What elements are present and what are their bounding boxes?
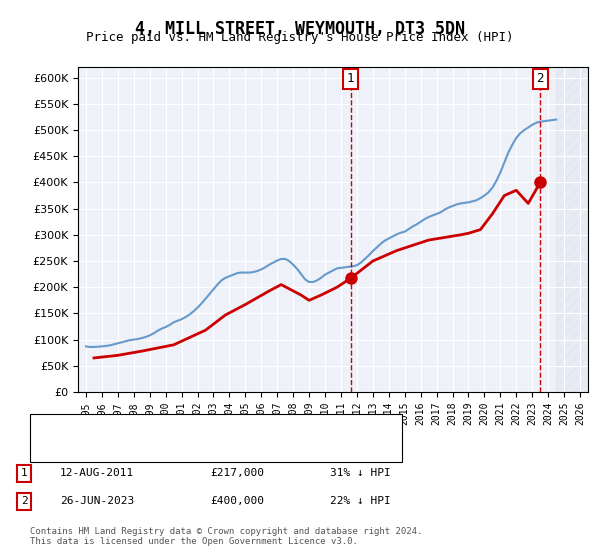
Text: £400,000: £400,000 (210, 496, 264, 506)
Text: 26-JUN-2023: 26-JUN-2023 (60, 496, 134, 506)
Text: 1: 1 (347, 72, 354, 86)
Text: Price paid vs. HM Land Registry's House Price Index (HPI): Price paid vs. HM Land Registry's House … (86, 31, 514, 44)
Text: 1: 1 (20, 468, 28, 478)
Text: 31% ↓ HPI: 31% ↓ HPI (330, 468, 391, 478)
Text: 4, MILL STREET, WEYMOUTH, DT3 5DN (detached house): 4, MILL STREET, WEYMOUTH, DT3 5DN (detac… (75, 422, 388, 432)
Bar (556, 67, 588, 392)
Text: 2: 2 (536, 72, 544, 86)
Text: 4, MILL STREET, WEYMOUTH, DT3 5DN: 4, MILL STREET, WEYMOUTH, DT3 5DN (135, 20, 465, 38)
Text: 2: 2 (20, 496, 28, 506)
Text: HPI: Average price, detached house, Dorset: HPI: Average price, detached house, Dors… (75, 441, 337, 451)
Text: Contains HM Land Registry data © Crown copyright and database right 2024.
This d: Contains HM Land Registry data © Crown c… (30, 526, 422, 546)
Text: 22% ↓ HPI: 22% ↓ HPI (330, 496, 391, 506)
Text: £217,000: £217,000 (210, 468, 264, 478)
Bar (556, 67, 588, 392)
Text: 12-AUG-2011: 12-AUG-2011 (60, 468, 134, 478)
